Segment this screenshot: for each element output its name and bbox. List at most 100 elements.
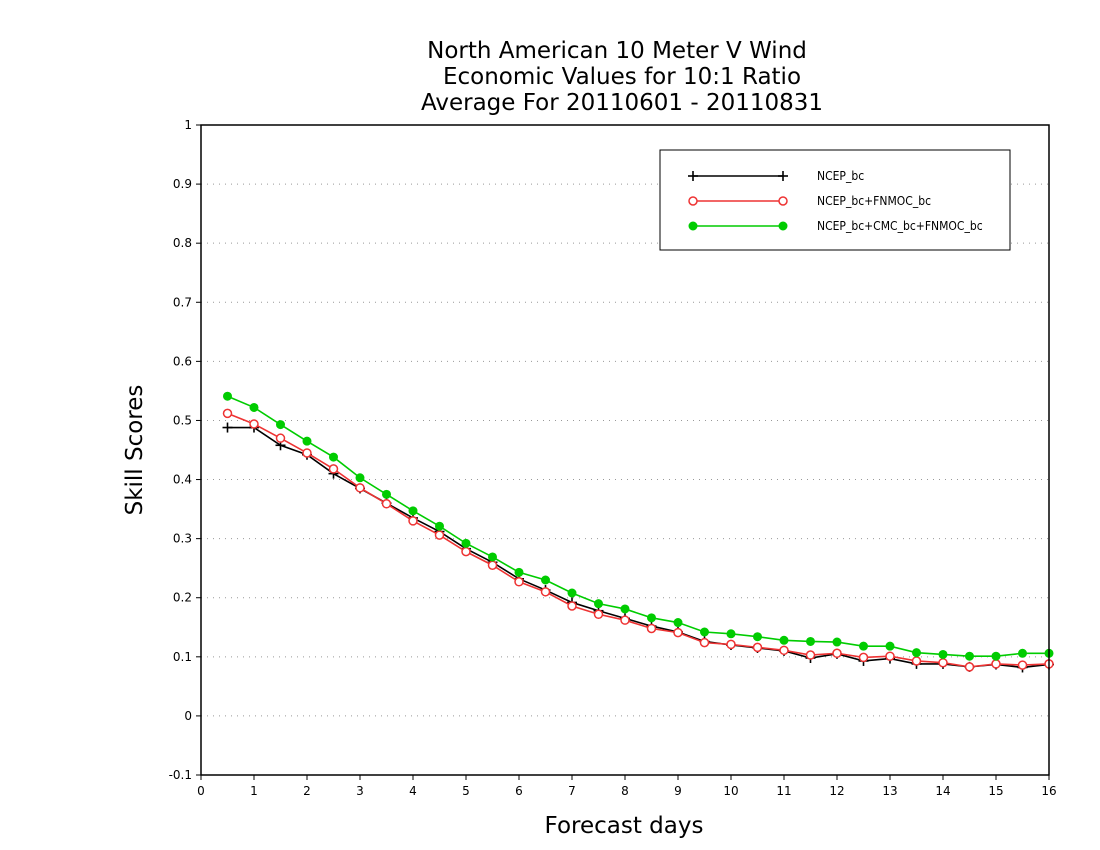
data-point-filled-circle [726, 629, 736, 639]
data-point-open-circle [726, 639, 736, 650]
x-tick-label: 1 [250, 784, 258, 798]
y-tick-label: -0.1 [169, 768, 192, 782]
data-point-filled-circle [753, 632, 762, 642]
data-point-open-circle [1017, 660, 1028, 670]
data-point-open-circle [673, 627, 683, 638]
data-point-open-circle [752, 642, 763, 653]
x-tick-label: 14 [935, 784, 950, 798]
data-point-filled-circle [488, 552, 497, 562]
y-tick-label: 0.5 [173, 413, 192, 427]
data-point-open-circle [832, 648, 842, 659]
x-tick-label: 0 [197, 784, 205, 798]
legend-label: NCEP_bc+CMC_bc+FNMOC_bc [817, 219, 983, 233]
plot-frame [200, 124, 1050, 776]
data-point-filled-circle [700, 627, 709, 637]
x-tick-label: 13 [882, 784, 897, 798]
data-point-open-circle [858, 652, 869, 663]
data-point-open-circle [249, 419, 259, 429]
x-tick-label: 11 [776, 784, 791, 798]
data-point-filled-circle [223, 391, 232, 401]
y-tick-label: 0.8 [173, 236, 192, 250]
legend: NCEP_bc NCEP_bc+FNMOC_bc NCEP_bc+CMC_bc+FN… [659, 149, 1011, 251]
data-point-filled-circle [567, 588, 577, 598]
y-tick-label: 0.6 [173, 354, 192, 368]
data-point-filled-circle [408, 506, 418, 516]
series-ncep-bc [222, 422, 1054, 673]
data-point-open-circle [275, 433, 286, 443]
data-point-open-circle [408, 516, 418, 526]
data-point-open-circle [805, 650, 816, 660]
data-point-filled-circle [647, 613, 656, 623]
data-point-filled-circle [355, 473, 365, 483]
data-point-filled-circle [778, 221, 788, 231]
data-point-open-circle [355, 483, 365, 493]
data-point-open-circle [302, 448, 312, 458]
x-tick-label: 7 [568, 784, 576, 798]
x-tick-label: 8 [621, 784, 629, 798]
data-point-open-circle [514, 577, 524, 587]
y-tick-label: 0.3 [173, 532, 192, 546]
data-point-open-circle [593, 609, 604, 620]
data-point-filled-circle [1018, 648, 1027, 658]
x-tick-label: 6 [515, 784, 523, 798]
data-point-open-circle [699, 637, 710, 648]
y-tick-label: 0 [184, 709, 192, 723]
data-point-open-circle [885, 651, 895, 661]
data-point-open-circle [567, 601, 577, 611]
data-point-filled-circle [688, 221, 698, 231]
axis-ticks: -0.100.10.20.30.40.50.60.70.80.910 1 2 3 4 5 6… [169, 118, 1057, 798]
chart-title-line-3: Average For 20110601 - 20110831 [421, 90, 823, 116]
data-point-plus [778, 171, 788, 181]
grid-lines [201, 183, 1049, 717]
data-point-filled-circle [859, 641, 868, 651]
data-point-filled-circle [302, 436, 312, 446]
x-tick-label: 2 [303, 784, 311, 798]
x-tick-label: 12 [829, 784, 844, 798]
data-point-open-circle [620, 615, 630, 625]
series-line [227, 412, 1050, 668]
legend-label: NCEP_bc [817, 169, 864, 183]
data-point-open-circle [222, 408, 233, 419]
x-tick-label: 4 [409, 784, 417, 798]
data-point-filled-circle [885, 641, 895, 651]
x-tick-label: 3 [356, 784, 364, 798]
data-point-open-circle [540, 587, 551, 597]
data-point-plus [688, 171, 698, 181]
data-point-filled-circle [620, 604, 630, 614]
data-point-open-circle [461, 546, 471, 557]
data-point-filled-circle [965, 651, 974, 661]
chart-title-line-2: Economic Values for 10:1 Ratio [443, 64, 801, 90]
data-point-filled-circle [806, 636, 815, 646]
data-point-open-circle [487, 560, 498, 570]
data-point-filled-circle [673, 618, 683, 628]
data-point-open-circle [381, 499, 392, 509]
y-tick-label: 0.9 [173, 177, 192, 191]
x-axis-label: Forecast days [545, 813, 704, 839]
data-point-open-circle [328, 464, 339, 474]
data-point-plus [222, 422, 233, 433]
data-point-filled-circle [541, 575, 550, 585]
chart-title: North American 10 Meter V Wind Economic … [421, 38, 823, 116]
y-tick-label: 0.2 [173, 591, 192, 605]
data-point-filled-circle [276, 420, 285, 430]
data-point-filled-circle [594, 599, 603, 609]
x-tick-label: 5 [462, 784, 470, 798]
x-tick-label: 15 [988, 784, 1003, 798]
legend-item: NCEP_bc+FNMOC_bc [688, 194, 931, 208]
data-point-open-circle [688, 196, 698, 206]
data-point-open-circle [646, 623, 657, 634]
legend-label: NCEP_bc+FNMOC_bc [817, 194, 931, 208]
data-point-filled-circle [912, 648, 921, 658]
data-point-filled-circle [991, 651, 1001, 661]
x-tick-label: 10 [723, 784, 738, 798]
data-point-filled-circle [779, 635, 789, 645]
data-point-filled-circle [382, 489, 391, 499]
y-tick-label: 0.4 [173, 473, 192, 487]
data-point-open-circle [991, 659, 1001, 669]
data-point-filled-circle [461, 538, 471, 548]
chart-title-line-1: North American 10 Meter V Wind [427, 38, 807, 64]
y-tick-label: 0.7 [173, 295, 192, 309]
series-line [227, 426, 1050, 669]
data-point-filled-circle [832, 637, 842, 647]
